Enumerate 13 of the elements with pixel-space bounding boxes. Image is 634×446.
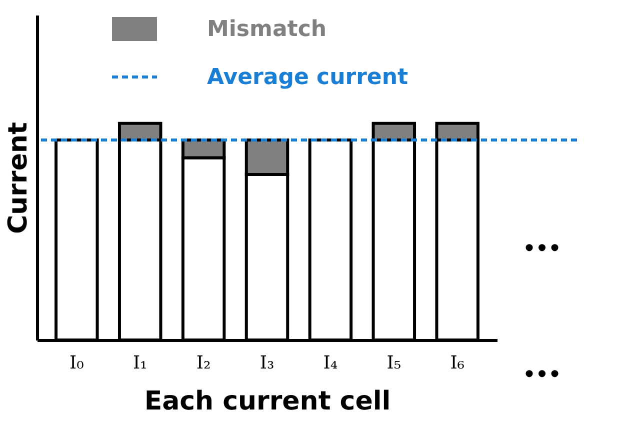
x-axis-title: Each current cell [144,386,391,416]
x-tick-label: I₅ [386,352,402,374]
text: ••• [522,362,562,386]
x-tick-label: I₄ [323,352,338,374]
legend-label: Mismatch [207,17,327,42]
x-tick-label: I₆ [450,352,465,374]
x-tick-label: I₂ [196,352,211,374]
legend-label: Average current [207,65,409,90]
y-axis-title: Current [4,122,34,234]
x-tick-label: I₁ [132,352,148,374]
x-tick-label: I₃ [260,352,274,374]
x-tick-label: I₀ [69,352,84,374]
text: ••• [522,236,562,260]
